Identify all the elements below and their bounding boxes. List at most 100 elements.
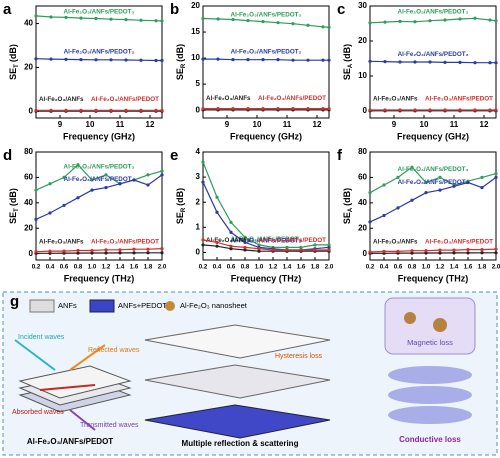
series-marker [424, 180, 428, 185]
panel-letter: g [10, 293, 19, 310]
y-title-main: SE [175, 68, 185, 80]
series-line [202, 244, 329, 252]
series-marker [160, 251, 164, 255]
series-label: Al-Fe₂O₃/ANFs/PEDOT₃ [398, 166, 469, 173]
series-marker [480, 175, 484, 180]
x-tick-label: 0.2 [32, 264, 41, 271]
conductive-label: Conductive loss [399, 435, 461, 444]
series-marker [201, 243, 205, 247]
magnetic-box [384, 297, 476, 355]
x-tick-label: 0.8 [74, 264, 83, 271]
pedot-swatch [89, 299, 115, 313]
x-tick-label: 0.2 [199, 264, 208, 271]
y-title-main: SE [175, 212, 185, 224]
wave-label: Incident waves [18, 334, 65, 341]
series-marker [64, 15, 68, 20]
series-marker [452, 248, 456, 252]
series-line [369, 17, 497, 24]
series-marker [327, 245, 331, 250]
series-marker [231, 107, 235, 111]
series-marker [94, 16, 98, 21]
y-tick-label: 60 [358, 173, 367, 182]
series-label: Al-Fe₂O₃/ANFs [206, 237, 251, 244]
series-marker [438, 251, 442, 255]
series-marker [48, 182, 52, 186]
stack-layer [388, 386, 472, 404]
series-label: Al-Fe₂O₃/ANFs/PEDOT₂ [231, 48, 302, 55]
series-label: Al-Fe₂O₃/ANFs/PEDOT₃ [64, 9, 135, 16]
magnetic-label: Magnetic loss [407, 338, 453, 347]
series-marker [276, 21, 280, 25]
series-marker [215, 195, 219, 199]
series-marker [327, 25, 331, 29]
y-tick-label: 20 [191, 1, 200, 10]
middle-label: Multiple reflection & scattering [182, 439, 299, 448]
y-title-sub: A [348, 63, 354, 68]
series-marker [428, 60, 432, 64]
x-tick-label: 1.6 [464, 264, 473, 271]
series-marker [104, 185, 108, 190]
x-tick-label: 2.0 [325, 264, 334, 271]
series-marker [64, 57, 68, 61]
series-marker [368, 21, 372, 25]
series-marker [216, 17, 220, 21]
series-marker [458, 108, 462, 112]
hysteresis-label: Hysteresis loss [275, 353, 323, 360]
x-axis-title: Frequency (GHz) [63, 131, 135, 141]
series-marker [160, 173, 164, 177]
y-tick-label: 10 [358, 71, 367, 80]
series-marker [215, 240, 219, 245]
x-tick-label: 1.8 [144, 264, 153, 271]
x-tick-label: 0.4 [380, 264, 389, 271]
series-marker [488, 108, 492, 112]
series-marker [109, 17, 113, 21]
series-marker [146, 173, 150, 177]
y-tick-label: 20 [358, 223, 367, 232]
series-marker [299, 245, 303, 250]
panel-letter: e [170, 147, 178, 164]
series-marker [382, 183, 386, 187]
panel-letter: c [337, 1, 345, 18]
series-marker [49, 57, 53, 61]
series-marker [62, 203, 66, 207]
y-tick-label: 10 [191, 53, 200, 62]
series-marker [229, 220, 233, 224]
series-marker [243, 240, 247, 245]
series-marker [261, 20, 265, 24]
series-marker [118, 251, 122, 255]
series-marker [90, 251, 94, 255]
y-title-sub: T [14, 208, 20, 212]
panel-letter: f [337, 147, 343, 164]
x-tick-label: 10 [253, 120, 262, 129]
series-marker [132, 178, 136, 182]
series-marker [428, 108, 432, 112]
transmitted-arrow [69, 409, 96, 431]
series-marker [410, 165, 414, 169]
series-marker [76, 248, 80, 253]
series-marker [90, 248, 94, 253]
series-marker [438, 248, 442, 252]
series-marker [132, 251, 136, 255]
series-marker [383, 108, 387, 112]
x-tick-label: 1.8 [478, 264, 487, 271]
y-tick-label: 0 [196, 105, 201, 114]
x-tick-label: 12 [480, 120, 489, 129]
y-title-unit: (dB) [342, 188, 352, 206]
series-marker [49, 108, 53, 112]
series-marker [368, 108, 372, 112]
series-label: Al-Fe₂O₃/ANFs/PEDOT [91, 96, 159, 103]
series-marker [243, 235, 247, 239]
y-title-main: SE [342, 68, 352, 80]
x-tick-label: 1.4 [116, 264, 125, 271]
series-marker [368, 191, 372, 195]
diagram: g ANFs ANFs+PEDOT Al-Fe₂O₃ nanosheet Inc… [2, 291, 498, 456]
series-marker [383, 20, 387, 24]
y-title-unit: (dB) [175, 188, 185, 206]
y-title-unit: (dB) [8, 44, 18, 62]
y-tick-label: 2 [196, 197, 201, 206]
series-marker [424, 191, 428, 195]
x-tick-label: 1.6 [130, 264, 139, 271]
series-marker [201, 16, 205, 21]
x-tick-label: 2.0 [158, 264, 167, 271]
x-tick-label: 1.4 [450, 264, 459, 271]
